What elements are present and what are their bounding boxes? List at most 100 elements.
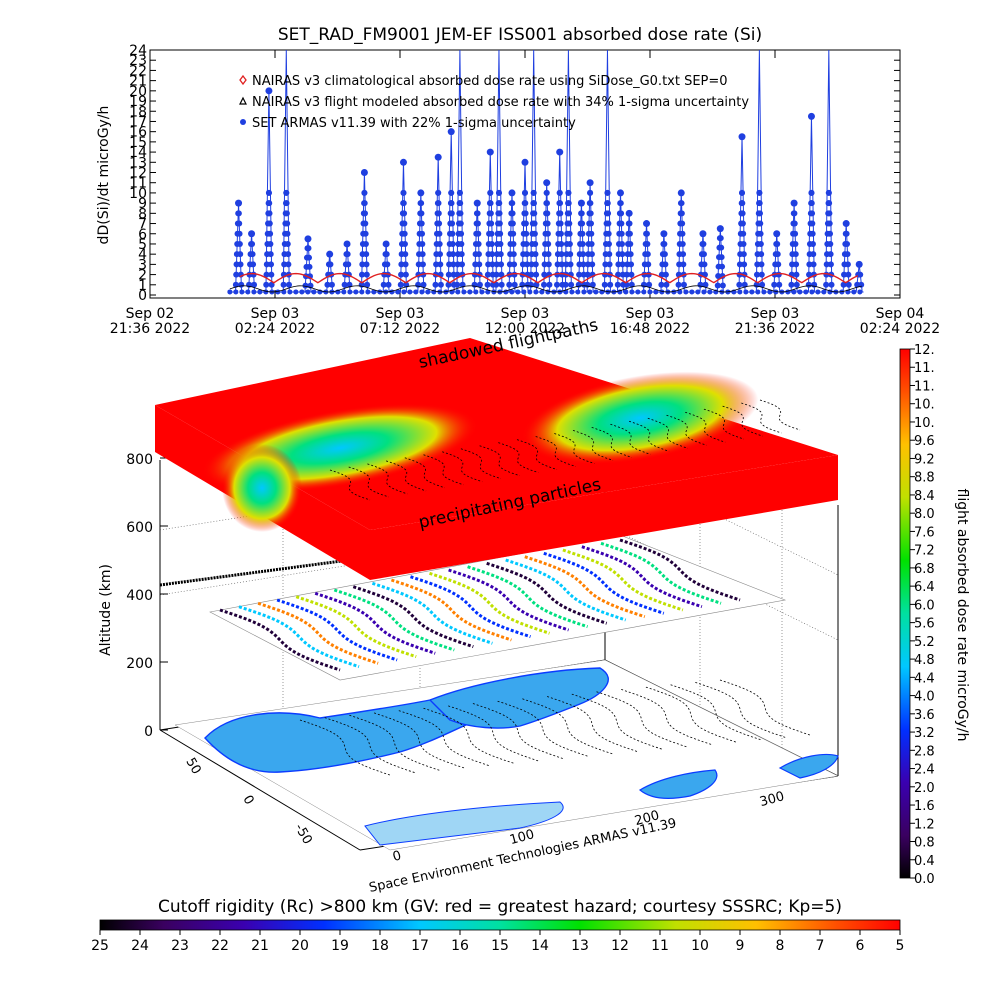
armas-point: [807, 112, 815, 120]
armas-point: [283, 200, 290, 207]
armas-point: [359, 289, 365, 295]
armas-point: [249, 251, 256, 258]
armas-point: [266, 220, 273, 227]
armas-point: [675, 281, 682, 288]
armas-point: [546, 281, 553, 288]
armas-point: [509, 200, 516, 207]
y-tick-label: 15: [129, 135, 147, 151]
armas-point: [707, 289, 713, 295]
flight-track: [505, 558, 627, 622]
armas-point: [532, 251, 539, 258]
flight-track: [371, 581, 493, 645]
armas-point: [557, 200, 564, 207]
armas-point: [458, 251, 465, 258]
armas-point: [587, 200, 594, 207]
armas-point: [719, 282, 726, 289]
armas-point: [419, 240, 426, 247]
top-y-axis-label: dD(Si)/dt microGy/h: [96, 106, 112, 245]
cutoff-colorbar-label: Cutoff rigidity (Rc) >800 km (GV: red = …: [158, 897, 842, 917]
armas-point: [448, 210, 455, 217]
shell-track: [498, 442, 539, 473]
armas-point: [454, 271, 461, 278]
x-tick-date: Sep 02: [126, 306, 175, 322]
top-series-layer: [227, 49, 865, 295]
armas-point: [448, 200, 455, 207]
armas-point: [268, 261, 275, 268]
armas-point: [792, 251, 799, 258]
flight-tracks: [219, 538, 741, 672]
armas-point: [544, 230, 551, 237]
y-tick-label: 22: [129, 63, 147, 79]
armas-point: [618, 240, 625, 247]
armas-point: [436, 240, 443, 247]
ground-x-tick-label: 200: [633, 808, 661, 829]
armas-point: [702, 281, 709, 288]
legend-entry-nairas-clim: NAIRAS v3 climatological absorbed dose r…: [239, 74, 728, 89]
armas-point: [793, 271, 800, 278]
armas-point: [541, 281, 548, 288]
armas-point: [676, 261, 683, 268]
armas-point: [454, 281, 461, 288]
armas-point: [457, 210, 464, 217]
y-tick-label: 4: [138, 247, 147, 263]
armas-point: [626, 230, 633, 237]
armas-point: [530, 189, 537, 196]
armas-point: [628, 261, 635, 268]
armas-point: [737, 289, 743, 295]
armas-point: [436, 220, 443, 227]
armas-point: [557, 289, 563, 295]
dose-tick-label: 10.: [914, 398, 935, 413]
armas-point: [566, 220, 573, 227]
armas-point: [806, 261, 813, 268]
armas-point: [566, 240, 573, 247]
armas-point: [382, 240, 390, 248]
y-tick-label: 16: [129, 125, 147, 141]
dose-tick-label: 5.6: [914, 617, 935, 632]
y-tick-label: 11: [129, 176, 147, 192]
armas-point: [579, 240, 586, 247]
armas-point: [605, 210, 612, 217]
armas-point: [809, 230, 816, 237]
cutoff-tick-label: 22: [211, 938, 229, 954]
armas-point: [401, 210, 408, 217]
armas-point: [488, 230, 495, 237]
y-tick-label: 12: [129, 166, 147, 182]
ground-y-tick-label: 50: [182, 755, 203, 777]
armas-point: [531, 220, 538, 227]
armas-point: [263, 261, 270, 268]
y-tick-label: 9: [138, 196, 147, 212]
shell-track: [647, 417, 688, 449]
armas-point: [328, 281, 335, 288]
armas-point: [761, 289, 767, 295]
armas-point: [645, 261, 652, 268]
ground-y-tick-label: -50: [291, 821, 315, 847]
x-tick-time: 12:00 2022: [485, 321, 565, 337]
shell-track: [703, 408, 745, 440]
armas-point: [587, 210, 594, 217]
armas-point: [808, 200, 815, 207]
cutoff-colorbar: Cutoff rigidity (Rc) >800 km (GV: red = …: [91, 897, 904, 954]
armas-point: [523, 240, 530, 247]
armas-point: [845, 271, 852, 278]
dose-colorbar: 0.0 0.4 0.8 1.2 1.6 2.0 2.4 2.8 3.2 3.6 4.0 4.4 4.8 5…: [899, 343, 970, 887]
armas-point: [311, 289, 317, 295]
dose-tick-label: 4.4: [914, 671, 935, 686]
armas-point: [689, 289, 695, 295]
flight-track: [390, 578, 512, 642]
armas-point: [235, 199, 243, 207]
shell-track: [423, 454, 464, 486]
armas-point: [299, 289, 305, 295]
armas-point: [662, 261, 669, 268]
armas-point: [736, 281, 743, 288]
armas-point: [647, 289, 653, 295]
armas-point: [497, 240, 504, 247]
x-tick-date: Sep 04: [876, 306, 925, 322]
armas-point: [284, 220, 291, 227]
y-tick-label: 7: [138, 217, 147, 233]
armas-point: [575, 289, 581, 295]
armas-point: [360, 169, 368, 176]
shell-track: [367, 463, 408, 495]
armas-point: [436, 230, 443, 237]
dose-tick-label: 5.2: [914, 635, 935, 650]
